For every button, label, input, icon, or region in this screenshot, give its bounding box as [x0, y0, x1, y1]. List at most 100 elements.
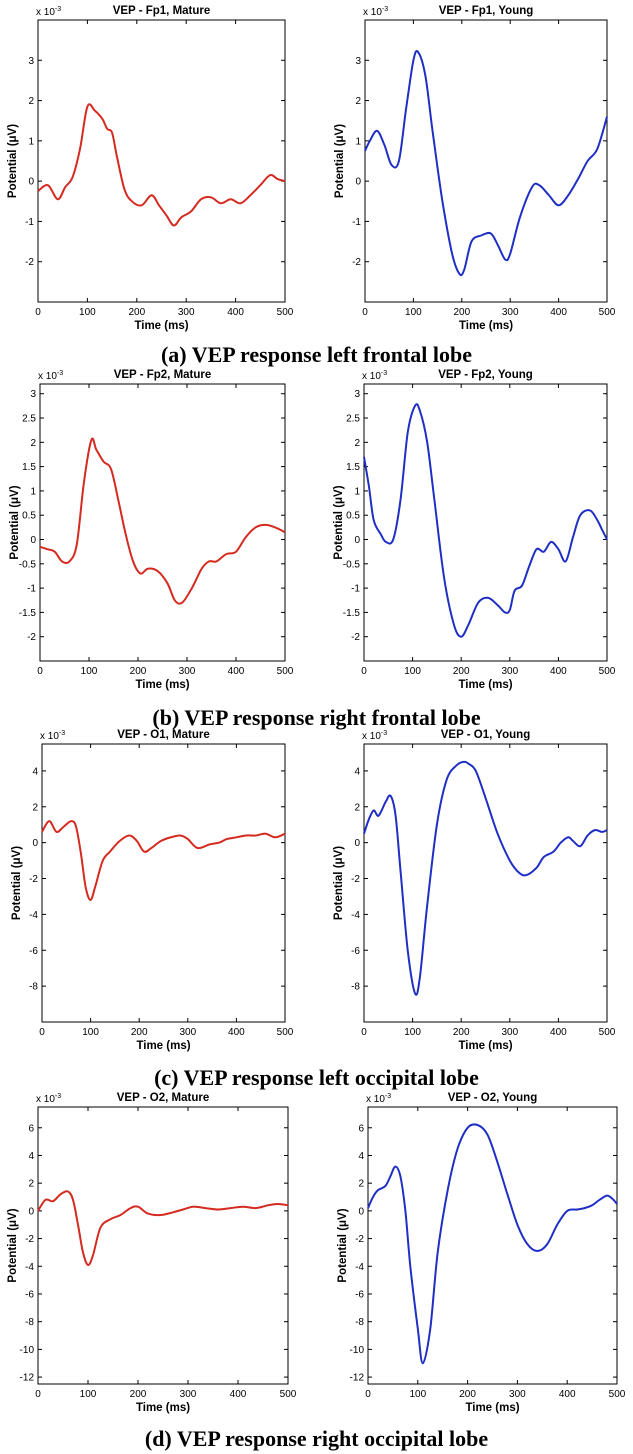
- y-tick-label: -1: [352, 217, 361, 228]
- y-axis-label: Potential (μV): [334, 124, 346, 198]
- x-tick-label: 0: [39, 1027, 45, 1038]
- x-tick-label: 0: [37, 666, 43, 677]
- y-tick-label: -8: [25, 1317, 34, 1328]
- chart-title: VEP - O1, Mature: [117, 729, 209, 741]
- y-tick-label: -12: [350, 1373, 365, 1384]
- y-tick-label: 0: [355, 177, 361, 188]
- x-tick-label: 300: [178, 307, 195, 318]
- chart-title: VEP - O1, Young: [441, 729, 530, 741]
- y-tick-label: 6: [358, 1123, 364, 1134]
- x-tick-label: 300: [180, 1389, 197, 1400]
- x-axis-label: Time (ms): [134, 320, 188, 332]
- x-tick-label: 400: [230, 1389, 247, 1400]
- x-tick-label: 200: [130, 666, 147, 677]
- series-line-young: [364, 50, 608, 277]
- chart-4: 0 100 200 300 400 500 -2 -1.5 -1 -0.5 0 0.5 1 1.5 2 2.5…: [333, 369, 616, 691]
- x-axis-label: Time (ms): [459, 320, 513, 332]
- x-tick-label: 100: [404, 666, 421, 677]
- plot-frame: [37, 19, 286, 303]
- plot-frame: [364, 19, 608, 303]
- plot-frame: [367, 1106, 618, 1385]
- y-tick-label: 4: [32, 766, 38, 777]
- axis-scale-label: x 10-3: [36, 6, 61, 18]
- y-tick-label: 0: [358, 1206, 364, 1217]
- chart-title: VEP - Fp1, Young: [439, 5, 534, 17]
- x-tick-label: 200: [453, 307, 470, 318]
- caption-b: (b) VEP response right frontal lobe: [152, 705, 480, 730]
- y-tick-label: 2: [354, 802, 360, 813]
- y-tick-label: -4: [29, 910, 38, 921]
- y-axis-label: Potential (μV): [337, 1208, 349, 1282]
- y-tick-label: 1: [355, 136, 361, 147]
- x-axis-label: Time (ms): [135, 679, 189, 691]
- x-tick-label: 200: [131, 1027, 148, 1038]
- y-axis-label: Potential (μV): [7, 1208, 19, 1282]
- y-tick-label: -4: [25, 1262, 34, 1273]
- series-line-young: [363, 403, 608, 638]
- y-tick-label: 4: [358, 1151, 364, 1162]
- chart-7: 0 100 200 300 400 500 -12 -10 -8 -6 -4 -2 0 2 4 6 x 10-3…: [7, 1092, 297, 1414]
- plot-frame: [39, 383, 286, 662]
- x-tick-label: 100: [82, 1027, 99, 1038]
- y-tick-label: 0: [28, 177, 34, 188]
- y-axis-label: Potential (μV): [333, 846, 345, 920]
- x-tick-label: 400: [550, 307, 567, 318]
- x-axis-label: Time (ms): [458, 679, 512, 691]
- x-tick-label: 500: [599, 307, 616, 318]
- x-tick-label: 100: [405, 307, 422, 318]
- y-tick-label: 4: [354, 766, 360, 777]
- chart-title: VEP - O2, Young: [448, 1092, 537, 1104]
- y-tick-label: 2: [354, 438, 360, 449]
- y-tick-label: -8: [355, 1317, 364, 1328]
- x-tick-label: 100: [404, 1027, 421, 1038]
- y-tick-label: -0.5: [19, 559, 37, 570]
- x-tick-label: 300: [501, 1027, 518, 1038]
- axis-scale-label: x 10-3: [36, 1093, 61, 1105]
- plot-frame: [37, 1106, 289, 1385]
- y-tick-label: -2: [25, 257, 34, 268]
- chart-5: 0 100 200 300 400 500 -8 -6 -4 -2 0 2 4 x 10-3 VEP - O…: [11, 729, 294, 1052]
- y-tick-label: 2: [32, 802, 38, 813]
- chart-title: VEP - Fp2, Mature: [114, 369, 212, 381]
- y-tick-label: 2: [355, 96, 361, 107]
- y-tick-label: 3: [28, 56, 34, 67]
- plot-frame: [363, 383, 608, 662]
- x-axis-label: Time (ms): [458, 1040, 512, 1052]
- x-tick-label: 500: [280, 1389, 297, 1400]
- chart-8: 0 100 200 300 400 500 -12 -10 -8 -6 -4 -2 0 2 4 6 x 10-3…: [337, 1092, 626, 1414]
- y-tick-label: 0.5: [22, 511, 36, 522]
- plot-frame: [41, 743, 286, 1023]
- x-tick-label: 100: [409, 1389, 426, 1400]
- y-tick-label: -4: [355, 1262, 364, 1273]
- y-tick-label: 2: [30, 438, 36, 449]
- chart-title: VEP - Fp1, Mature: [113, 5, 211, 17]
- x-tick-label: 500: [609, 1389, 626, 1400]
- x-tick-label: 400: [559, 1389, 576, 1400]
- y-tick-label: -2: [29, 874, 38, 885]
- y-tick-label: -0.5: [343, 559, 361, 570]
- x-axis-label: Time (ms): [136, 1402, 190, 1414]
- y-tick-label: 0: [30, 535, 36, 546]
- caption-c: (c) VEP response left occipital lobe: [154, 1065, 479, 1090]
- y-tick-label: 1: [28, 136, 34, 147]
- x-tick-label: 300: [179, 666, 196, 677]
- x-tick-label: 400: [228, 1027, 245, 1038]
- y-tick-label: 0: [354, 535, 360, 546]
- x-tick-label: 300: [501, 666, 518, 677]
- x-tick-label: 200: [130, 1389, 147, 1400]
- x-tick-label: 0: [35, 307, 41, 318]
- y-tick-label: 6: [28, 1123, 34, 1134]
- x-tick-label: 200: [459, 1389, 476, 1400]
- x-tick-label: 0: [35, 1389, 41, 1400]
- y-tick-label: 0.5: [346, 511, 360, 522]
- y-tick-label: -8: [351, 982, 360, 993]
- y-tick-label: 3: [354, 389, 360, 400]
- chart-3: 0 100 200 300 400 500 -2 -1.5 -1 -0.5 0 0.5 1 1.5 2 2.5…: [9, 369, 294, 691]
- y-tick-label: 0: [32, 838, 38, 849]
- x-tick-label: 500: [599, 1027, 616, 1038]
- caption-d: (d) VEP response right occipital lobe: [145, 1426, 488, 1451]
- y-tick-label: -1.5: [343, 608, 361, 619]
- y-tick-label: -2: [355, 1234, 364, 1245]
